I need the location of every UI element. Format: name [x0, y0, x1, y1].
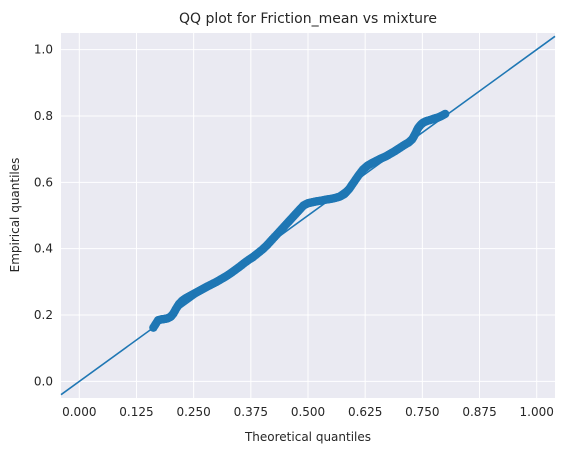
x-tick-label: 0.250 — [176, 405, 210, 419]
y-tick-label: 0.4 — [34, 242, 53, 256]
x-tick-label: 0.625 — [348, 405, 382, 419]
y-axis-label: Empirical quantiles — [8, 158, 22, 273]
y-tick-label: 0.2 — [34, 308, 53, 322]
reference-line — [60, 35, 556, 396]
y-tick-label: 0.6 — [34, 175, 53, 189]
reference-line-path — [60, 35, 556, 396]
grid — [61, 33, 555, 398]
y-tick-label: 0.0 — [34, 374, 53, 388]
y-tick-labels: 0.0 0.2 0.4 0.6 0.8 1.0 — [34, 43, 53, 389]
y-tick-label: 1.0 — [34, 43, 53, 57]
data-point — [441, 109, 450, 119]
x-tick-label: 1.000 — [520, 405, 554, 419]
chart-title: QQ plot for Friction_mean vs mixture — [179, 11, 437, 27]
y-tick-label: 0.8 — [34, 109, 53, 123]
x-tick-label: 0.500 — [291, 405, 325, 419]
x-tick-labels: 0.000 0.125 0.250 0.375 0.500 0.625 0.750 0.875… — [62, 405, 554, 419]
x-tick-label: 0.000 — [62, 405, 96, 419]
x-tick-label: 0.875 — [462, 405, 496, 419]
x-tick-label: 0.750 — [405, 405, 439, 419]
data-points — [149, 109, 450, 332]
x-tick-label: 0.125 — [119, 405, 153, 419]
x-tick-label: 0.375 — [234, 405, 268, 419]
x-axis-label: Theoretical quantiles — [244, 430, 371, 444]
